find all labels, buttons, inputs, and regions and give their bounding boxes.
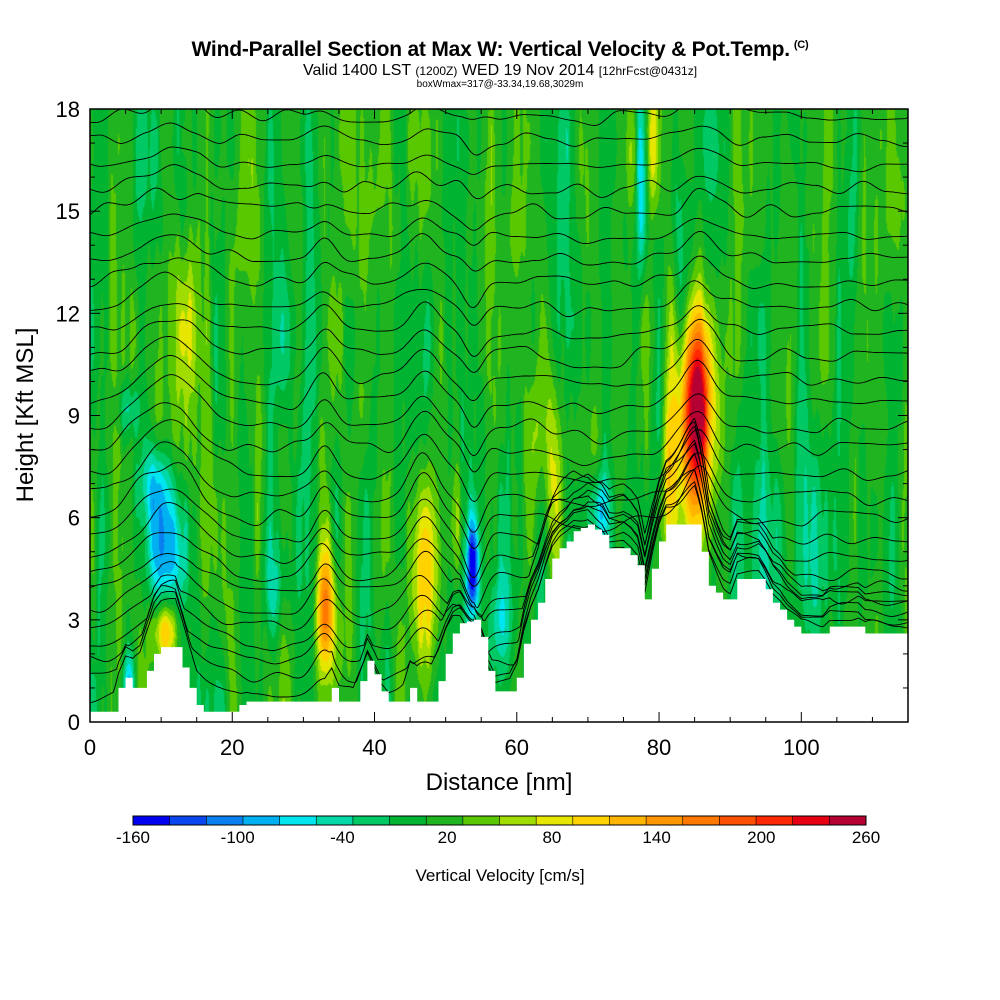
- colorbar-swatch: [572, 816, 610, 825]
- y-tick-label: 6: [68, 506, 80, 531]
- isentrope-line: [90, 481, 908, 684]
- x-axis-ticks: 0 20 40 60 80 100: [84, 109, 909, 760]
- colorbar-swatch: [646, 816, 684, 825]
- valid-date: WED 19 Nov 2014: [461, 62, 595, 79]
- valid-time-line: Valid 1400 LST (1200Z) WED 19 Nov 2014 […: [0, 62, 1000, 80]
- colorbar-tick-label: -40: [330, 828, 355, 847]
- isentrope-line: [90, 421, 908, 587]
- y-tick-label: 12: [56, 301, 80, 326]
- y-tick-label: 15: [56, 199, 80, 224]
- colorbar-swatch: [169, 816, 207, 825]
- isentrope-line: [90, 271, 908, 326]
- isentrope-line: [90, 439, 908, 622]
- colorbar-swatch: [756, 816, 794, 825]
- colorbar-swatch: [133, 816, 171, 825]
- colorbar-swatch: [206, 816, 244, 825]
- colorbar-swatch: [829, 816, 867, 825]
- isentrope-line: [90, 335, 908, 402]
- isentrope-line: [90, 441, 908, 533]
- colorbar-swatch: [242, 816, 280, 825]
- colorbar-swatch: [719, 816, 757, 825]
- isentrope-line: [90, 469, 908, 654]
- forecast-info: [12hrFcst@0431z]: [598, 64, 698, 78]
- colorbar-swatch: [426, 816, 464, 825]
- x-tick-label: 80: [647, 735, 671, 760]
- isentrope-line: [90, 164, 908, 200]
- isentrope-line: [90, 468, 908, 666]
- chart-title-text: Wind-Parallel Section at Max W: Vertical…: [191, 38, 791, 61]
- isentrope-line: [90, 354, 908, 428]
- colorbar-swatch: [279, 816, 317, 825]
- y-tick-label: 18: [56, 97, 80, 122]
- copyright-mark: (C): [793, 39, 809, 51]
- isentrope-line: [90, 442, 908, 618]
- x-axis-label: Distance [nm]: [426, 769, 573, 796]
- terrain-mask: [90, 524, 908, 722]
- chart-title: Wind-Parallel Section at Max W: Vertical…: [0, 38, 1000, 62]
- isentrope-line: [90, 425, 908, 609]
- isentrope-line: [90, 301, 908, 357]
- y-axis-ticks: 0 3 6 9 12 15 18: [56, 97, 908, 735]
- colorbar-tick-label: 20: [438, 828, 457, 847]
- colorbar-swatch: [462, 816, 500, 825]
- colorbar-title: Vertical Velocity [cm/s]: [415, 866, 584, 885]
- box-wmax-info: boxWmax=317@-33.34,19.68,3029m: [416, 79, 584, 90]
- isentrope-line: [90, 417, 908, 578]
- isentrope-line: [90, 255, 908, 309]
- isentrope-line: [90, 318, 908, 373]
- isentrope-line: [90, 187, 908, 231]
- y-tick-label: 9: [68, 404, 80, 429]
- x-tick-label: 40: [362, 735, 386, 760]
- colorbar-swatch: [609, 816, 647, 825]
- valid-time-utc: (1200Z): [415, 64, 458, 78]
- x-tick-label: 60: [505, 735, 529, 760]
- isentrope-line: [90, 402, 908, 473]
- isentrope-line: [90, 122, 908, 156]
- colorbar: -160 -100 -40 20 80 140 200 260: [116, 815, 880, 847]
- potential-temperature-contours: [90, 109, 908, 703]
- colorbar-tick-label: -100: [221, 828, 255, 847]
- colorbar-tick-label: 140: [642, 828, 670, 847]
- y-tick-label: 3: [68, 608, 80, 633]
- y-tick-label: 0: [68, 710, 80, 735]
- colorbar-swatch: [389, 816, 427, 825]
- isentrope-line: [90, 213, 908, 246]
- isentrope-line: [90, 419, 908, 502]
- isentrope-line: [90, 146, 908, 175]
- y-axis-label: Height [Kft MSL]: [12, 328, 39, 503]
- x-tick-label: 100: [783, 735, 820, 760]
- x-tick-label: 20: [220, 735, 244, 760]
- isentrope-line: [90, 109, 908, 126]
- valid-time-lst: Valid 1400 LST: [302, 62, 411, 79]
- colorbar-swatch: [316, 816, 354, 825]
- colorbar-tick-label: 80: [542, 828, 561, 847]
- colorbar-tick-label: -160: [116, 828, 150, 847]
- isentrope-line: [90, 462, 908, 550]
- colorbar-tick-label: 260: [852, 828, 880, 847]
- colorbar-swatch: [536, 816, 574, 825]
- x-tick-label: 0: [84, 735, 96, 760]
- colorbar-tick-label: 200: [747, 828, 775, 847]
- isentrope-line: [90, 374, 908, 457]
- isentrope-line: [90, 230, 908, 272]
- colorbar-swatch: [682, 816, 720, 825]
- colorbar-swatch: [352, 816, 390, 825]
- colorbar-swatch: [499, 816, 537, 825]
- colorbar-swatch: [792, 816, 830, 825]
